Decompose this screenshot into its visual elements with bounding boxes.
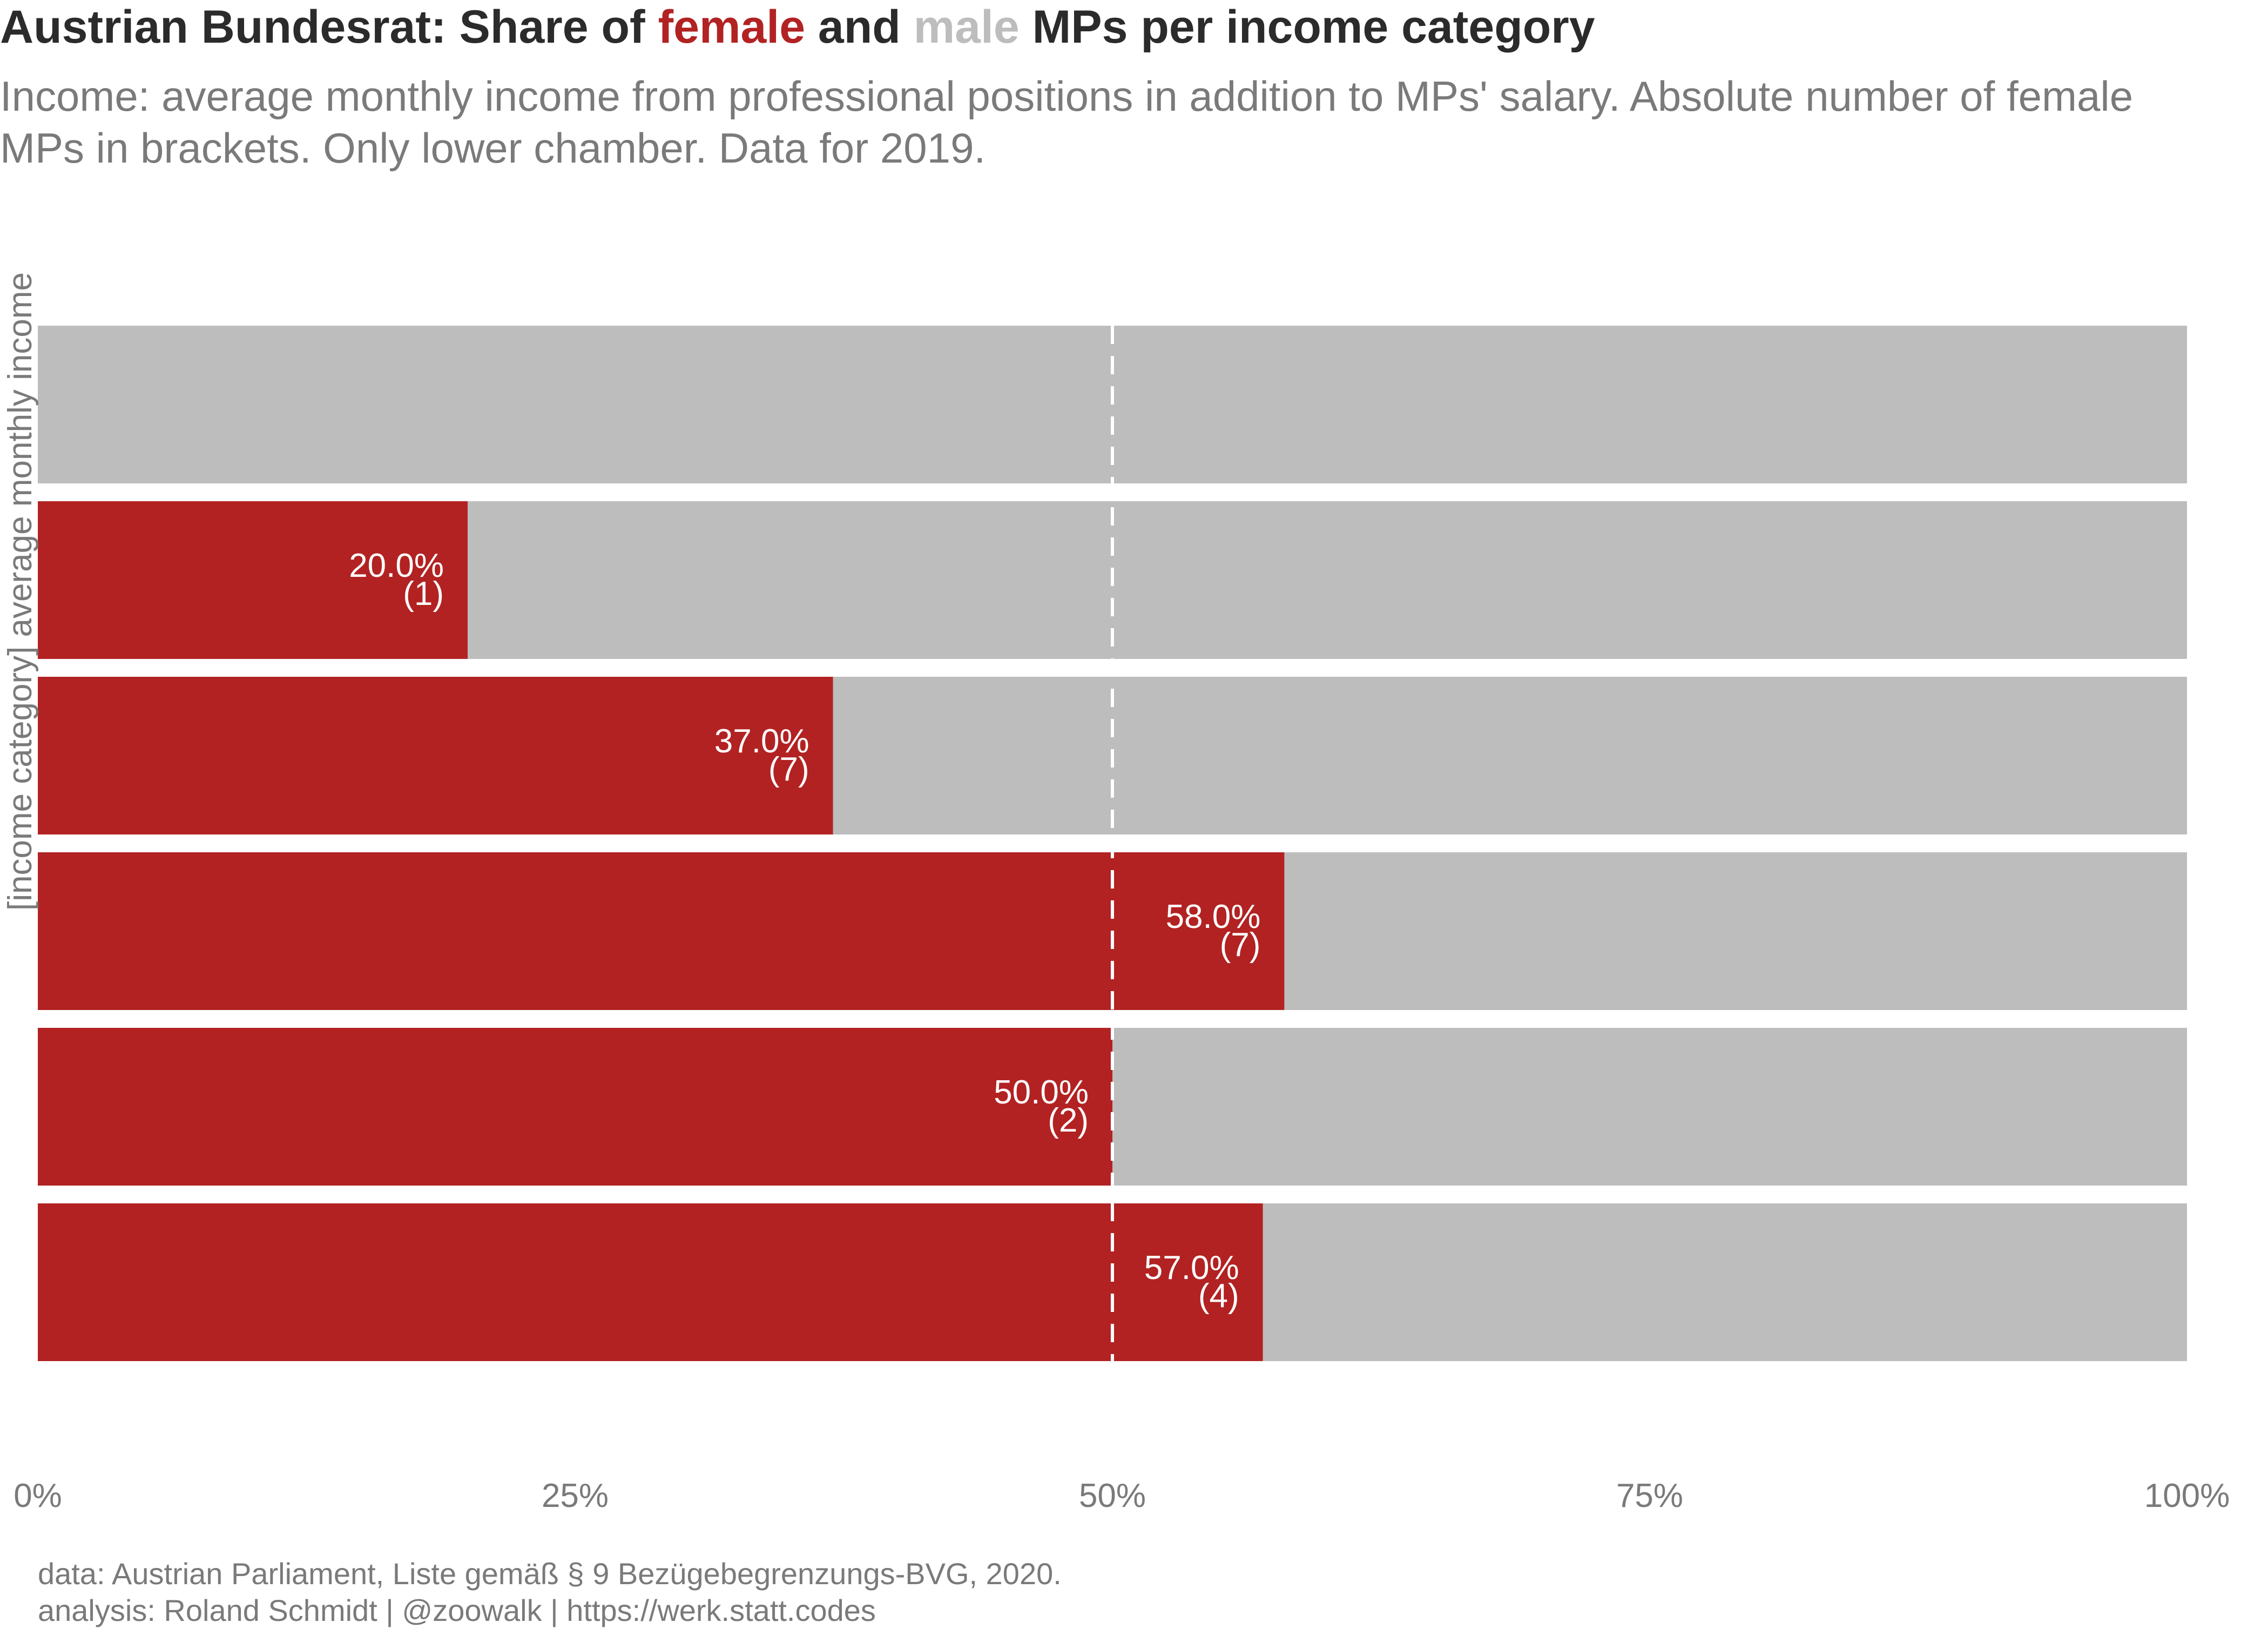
bar-female-3 <box>38 677 833 834</box>
bar-label-count-6: (4) <box>1198 1277 1239 1315</box>
title-prefix: Austrian Bundesrat: Share of <box>0 1 658 53</box>
bar-female-4 <box>38 852 1285 1010</box>
bar-male-6 <box>1263 1203 2187 1361</box>
bar-male-2 <box>468 501 2187 659</box>
chart-subtitle: Income: average monthly income from prof… <box>0 72 2134 172</box>
x-tick-label-2: 25% <box>542 1477 609 1514</box>
title-female-word: female <box>658 1 806 53</box>
x-tick-label-3: 50% <box>1079 1477 1146 1514</box>
bar-label-count-3: (7) <box>768 751 809 788</box>
bar-female-6 <box>38 1203 1263 1361</box>
caption-analysis-credit: analysis: Roland Schmidt | @zoowalk | ht… <box>38 1593 876 1627</box>
bar-label-pct-4: 58.0% <box>1166 898 1261 935</box>
chart-title: Austrian Bundesrat: Share of female and … <box>0 0 1595 54</box>
bar-label-count-4: (7) <box>1220 926 1261 964</box>
title-male-word: male <box>913 1 1020 53</box>
bar-label-pct-3: 37.0% <box>714 723 809 760</box>
bar-male-3 <box>833 677 2187 834</box>
bar-label-count-5: (2) <box>1048 1102 1089 1139</box>
bar-male-5 <box>1112 1028 2187 1186</box>
caption-data-source: data: Austrian Parliament, Liste gemäß §… <box>38 1557 1062 1591</box>
x-tick-label-4: 75% <box>1616 1477 1683 1514</box>
x-tick-label-5: 100% <box>2144 1477 2230 1514</box>
bar-male-4 <box>1284 852 2187 1010</box>
bar-chart: 20.0%(1)37.0%(7)58.0%(7)50.0%(2)57.0%(4)… <box>2 272 2230 1514</box>
title-suffix: MPs per income category <box>1019 1 1595 53</box>
x-tick-label-1: 0% <box>14 1477 62 1514</box>
title-and-word: and <box>805 1 914 53</box>
y-axis-title: [income category] average monthly income <box>2 272 39 911</box>
bar-female-5 <box>38 1028 1112 1186</box>
bar-label-pct-2: 20.0% <box>349 547 444 584</box>
bar-label-pct-5: 50.0% <box>994 1074 1089 1111</box>
bar-label-count-2: (1) <box>403 575 444 612</box>
chart-caption: data: Austrian Parliament, Liste gemäß §… <box>38 1556 1062 1629</box>
bar-label-pct-6: 57.0% <box>1144 1249 1239 1287</box>
bar-female-2 <box>38 501 468 659</box>
